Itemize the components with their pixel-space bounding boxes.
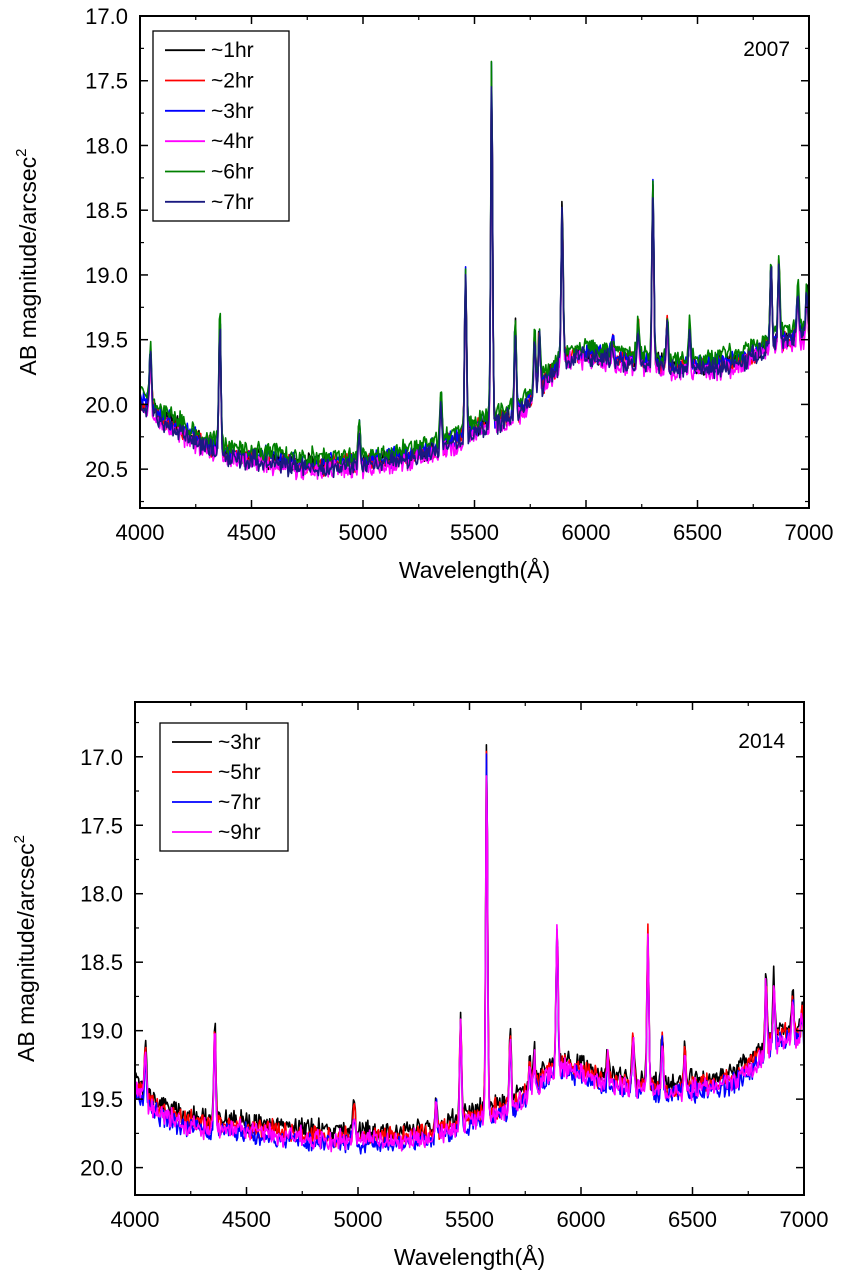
legend-label: ~7hr — [211, 191, 254, 214]
chart-2007: 4000 4500 5000 5500 6000 6500 7000 17.0 17.5 18.0… — [13, 4, 833, 583]
y-tick-label: 19.5 — [80, 1087, 123, 1112]
x-tick-label: 4000 — [116, 520, 165, 545]
y-tick-label: 20.5 — [85, 457, 128, 482]
y-tick-label: 19.0 — [80, 1019, 123, 1044]
x-axis: 4000 4500 5000 5500 6000 6500 7000 — [116, 16, 834, 545]
year-annotation: 2014 — [738, 730, 785, 753]
legend-label: ~3hr — [218, 731, 261, 754]
y-axis-title-main: AB magnitude/arcsec — [15, 157, 41, 376]
y-tick-label: 18.0 — [85, 133, 128, 158]
y-axis-title-sup: 2 — [13, 149, 30, 157]
x-tick-label: 6500 — [673, 520, 722, 545]
y-axis-title-sup: 2 — [11, 835, 28, 843]
legend-label: ~9hr — [218, 821, 261, 844]
legend-label: ~2hr — [211, 70, 254, 93]
y-tick-label: 18.5 — [85, 198, 128, 223]
x-axis-title: Wavelength(Å) — [399, 556, 550, 583]
series-line-7hr — [140, 86, 809, 479]
x-tick-label: 4500 — [222, 1207, 271, 1232]
year-annotation: 2007 — [743, 38, 790, 61]
x-tick-label: 7000 — [785, 520, 834, 545]
legend-label: ~7hr — [218, 791, 261, 814]
legend-box — [152, 30, 290, 222]
y-tick-label: 18.0 — [80, 882, 123, 907]
x-tick-label: 6500 — [668, 1207, 717, 1232]
y-tick-label: 19.0 — [85, 263, 128, 288]
legend-label: ~6hr — [211, 161, 254, 184]
y-tick-label: 18.5 — [80, 950, 123, 975]
y-axis: 17.0 17.5 18.0 18.5 19.0 19.5 20.0 20.5 — [85, 4, 809, 503]
series-group — [140, 60, 809, 481]
legend-label: ~1hr — [211, 39, 254, 62]
x-axis-title: Wavelength(Å) — [394, 1243, 545, 1270]
y-tick-label: 17.5 — [85, 69, 128, 94]
chart-2014: 4000 4500 5000 5500 6000 6500 7000 17.0 17.5 18.0… — [11, 701, 829, 1270]
y-tick-label: 17.0 — [80, 745, 123, 770]
legend-box — [159, 722, 289, 852]
y-tick-label: 17.0 — [85, 4, 128, 29]
series-line-9hr — [135, 775, 804, 1153]
y-tick-label: 20.0 — [80, 1156, 123, 1181]
y-tick-label: 20.0 — [85, 392, 128, 417]
y-tick-label: 17.5 — [80, 813, 123, 838]
x-tick-label: 5000 — [339, 520, 388, 545]
y-tick-label: 19.5 — [85, 328, 128, 353]
x-tick-label: 6000 — [557, 1207, 606, 1232]
x-tick-label: 5500 — [450, 520, 499, 545]
legend-label: ~3hr — [211, 100, 254, 123]
y-axis-title: AB magnitude/arcsec2 — [13, 149, 41, 376]
x-tick-label: 4500 — [227, 520, 276, 545]
y-axis-title: AB magnitude/arcsec2 — [11, 835, 39, 1062]
x-tick-label: 6000 — [562, 520, 611, 545]
legend-label: ~4hr — [211, 130, 254, 153]
x-tick-label: 7000 — [780, 1207, 829, 1232]
series-group — [135, 743, 804, 1155]
x-tick-label: 4000 — [111, 1207, 160, 1232]
y-axis-title-main: AB magnitude/arcsec — [13, 843, 39, 1062]
x-tick-label: 5000 — [334, 1207, 383, 1232]
legend: ~1hr ~2hr ~3hr ~4hr ~6hr ~7hr — [152, 30, 290, 222]
legend: ~3hr ~5hr ~7hr ~9hr — [159, 722, 289, 852]
x-axis: 4000 4500 5000 5500 6000 6500 7000 — [111, 702, 829, 1232]
y-axis: 17.0 17.5 18.0 18.5 19.0 19.5 20.0 — [80, 721, 804, 1181]
x-tick-label: 5500 — [445, 1207, 494, 1232]
legend-label: ~5hr — [218, 761, 261, 784]
